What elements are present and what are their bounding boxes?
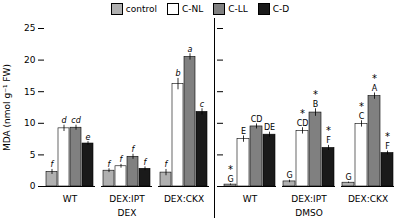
svg-text:F: F: [326, 136, 331, 145]
svg-text:DEX:IPT: DEX:IPT: [291, 194, 327, 204]
svg-text:f: f: [144, 158, 148, 167]
svg-text:G: G: [345, 173, 351, 182]
svg-text:DEX:IPT: DEX:IPT: [109, 194, 145, 204]
html-text:control: control: [125, 3, 157, 14]
svg-text:*: *: [372, 73, 377, 84]
svg-text:*: *: [359, 101, 364, 112]
svg-text:f: f: [165, 160, 169, 169]
svg-text:a: a: [188, 45, 193, 54]
svg-text:DEX:CKX: DEX:CKX: [164, 194, 204, 204]
svg-text:f: f: [120, 155, 124, 164]
svg-text:0: 0: [30, 181, 36, 191]
svg-text:DE: DE: [264, 123, 275, 132]
html-text:C-NL: C-NL: [181, 3, 204, 14]
svg-text:E: E: [241, 127, 246, 136]
svg-text:WT: WT: [243, 194, 258, 204]
svg-text:MDA (nmol g⁻¹ FW): MDA (nmol g⁻¹ FW): [2, 64, 12, 151]
svg-text:*: *: [228, 164, 233, 175]
svg-text:25: 25: [24, 23, 35, 33]
svg-text:DMSO: DMSO: [295, 208, 323, 218]
svg-text:*: *: [313, 89, 318, 100]
html-text:C-LL: C-LL: [228, 3, 248, 14]
svg-text:DEX: DEX: [118, 208, 137, 218]
svg-text:10: 10: [24, 118, 36, 128]
svg-text:*: *: [385, 131, 390, 142]
svg-text:15: 15: [24, 87, 35, 97]
svg-text:WT: WT: [63, 194, 78, 204]
svg-text:20: 20: [24, 55, 36, 65]
svg-text:e: e: [86, 133, 91, 142]
svg-text:d: d: [61, 116, 67, 125]
svg-text:B: B: [313, 100, 319, 109]
svg-text:DEX:CKX: DEX:CKX: [348, 194, 388, 204]
svg-text:CD: CD: [297, 119, 309, 128]
svg-text:c: c: [200, 100, 205, 109]
svg-text:G: G: [227, 175, 233, 184]
svg-text:*: *: [326, 125, 331, 136]
svg-text:f: f: [51, 160, 55, 169]
svg-text:f: f: [132, 145, 136, 154]
svg-text:G: G: [286, 171, 292, 180]
svg-text:f: f: [108, 160, 112, 169]
svg-text:*: *: [300, 108, 305, 119]
svg-text:CD: CD: [251, 115, 263, 124]
svg-text:A: A: [372, 84, 378, 93]
svg-text:cd: cd: [71, 116, 81, 125]
svg-text:C: C: [359, 112, 365, 121]
svg-text:b: b: [175, 69, 180, 78]
html-text:C-D: C-D: [272, 3, 290, 14]
svg-text:F: F: [385, 142, 390, 151]
svg-text:5: 5: [30, 150, 36, 160]
